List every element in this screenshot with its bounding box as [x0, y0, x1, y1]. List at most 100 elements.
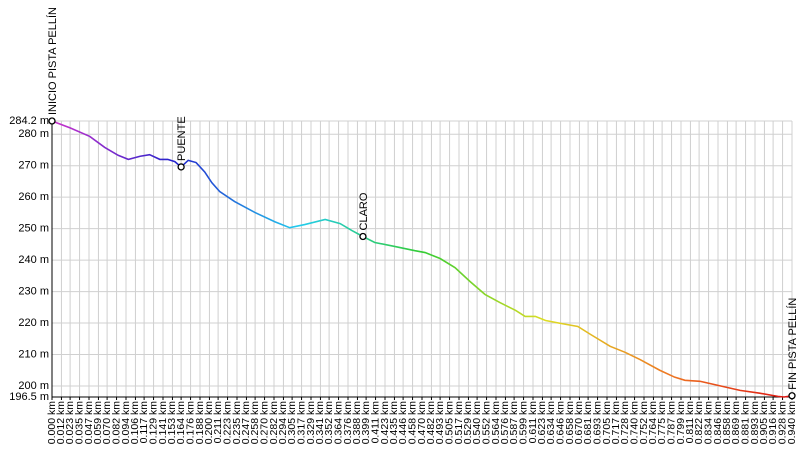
y-tick-label: 210 m [18, 348, 49, 360]
y-tick-label: 280 m [18, 128, 49, 140]
waypoint-label: INICIO PISTA PELLÍN [46, 7, 59, 115]
waypoint-marker [48, 117, 56, 125]
waypoint-marker [359, 232, 367, 241]
x-tick-label: 0.188 km [194, 401, 206, 444]
x-tick-label: 0.470 km [416, 401, 428, 444]
x-tick-label: 0.940 km [786, 401, 798, 444]
x-tick-label: 0.505 km [443, 401, 455, 444]
waypoint-marker [788, 392, 796, 400]
x-tick-label: 0.740 km [628, 401, 640, 444]
x-tick-label: 0.846 km [712, 401, 724, 444]
x-tick-label: 0.223 km [221, 401, 233, 444]
x-tick-label: 0.540 km [471, 401, 483, 444]
y-tick-label: 196.5 m [9, 391, 49, 403]
x-tick-label: 0.493 km [434, 401, 446, 444]
x-tick-label: 0.799 km [675, 401, 687, 444]
x-tick-label: 0.658 km [564, 401, 576, 444]
x-tick-label: 0.399 km [360, 401, 372, 444]
x-tick-label: 0.646 km [554, 401, 566, 444]
x-tick-label: 0.317 km [295, 401, 307, 444]
x-tick-label: 0.517 km [453, 401, 465, 444]
x-tick-label: 0.247 km [240, 401, 252, 444]
x-tick-label: 0.106 km [129, 401, 141, 444]
x-tick-label: 0.294 km [277, 401, 289, 444]
elevation-line [51, 120, 793, 398]
x-tick-label: 0.270 km [258, 401, 270, 444]
x-tick-label: 0.928 km [776, 401, 788, 444]
y-tick-label: 250 m [18, 223, 49, 235]
x-tick-label: 0.364 km [332, 401, 344, 444]
x-tick-label: 0.623 km [536, 401, 548, 444]
y-tick-label: 260 m [18, 191, 49, 203]
x-tick-label: 0.611 km [527, 401, 539, 444]
x-tick-label: 0.587 km [508, 401, 520, 444]
y-tick-label: 284.2 m [9, 115, 49, 127]
x-tick-label: 0.834 km [702, 401, 714, 444]
x-tick-label: 0.200 km [203, 401, 215, 444]
x-tick-label: 0.576 km [499, 401, 511, 444]
x-tick-label: 0.164 km [175, 401, 187, 444]
x-tick-label: 0.670 km [573, 401, 585, 444]
x-tick-label: 0.000 km [46, 401, 58, 444]
x-tick-label: 0.693 km [591, 401, 603, 444]
x-tick-label: 0.717 km [610, 401, 622, 444]
x-tick-label: 0.305 km [286, 401, 298, 444]
x-tick-label: 0.129 km [147, 401, 159, 444]
x-tick-label: 0.905 km [758, 401, 770, 444]
x-tick-label: 0.435 km [388, 401, 400, 444]
x-tick-label: 0.599 km [517, 401, 529, 444]
x-tick-label: 0.482 km [425, 401, 437, 444]
x-tick-label: 0.035 km [73, 401, 85, 444]
x-tick-label: 0.634 km [545, 401, 557, 444]
waypoint-label: PUENTE [176, 116, 188, 161]
y-tick-label: 240 m [18, 254, 49, 266]
waypoint-label: CLARO [358, 192, 370, 230]
x-tick-label: 0.552 km [480, 401, 492, 444]
x-tick-label: 0.012 km [55, 401, 67, 444]
x-tick-label: 0.881 km [739, 401, 751, 444]
x-tick-label: 0.869 km [730, 401, 742, 444]
x-tick-label: 0.211 km [212, 401, 224, 444]
x-tick-label: 0.822 km [693, 401, 705, 444]
x-tick-label: 0.047 km [83, 401, 95, 444]
x-tick-label: 0.153 km [166, 401, 178, 444]
y-tick-label: 220 m [18, 317, 49, 329]
x-tick-label: 0.529 km [462, 401, 474, 444]
x-tick-label: 0.916 km [767, 401, 779, 444]
waypoint-label: FIN PISTA PELLÍN [786, 298, 799, 390]
x-tick-label: 0.858 km [721, 401, 733, 444]
x-tick-label: 0.705 km [601, 401, 613, 444]
x-tick-label: 0.341 km [314, 401, 326, 444]
x-tick-label: 0.564 km [490, 401, 502, 444]
x-tick-label: 0.752 km [638, 401, 650, 444]
x-tick-label: 0.787 km [665, 401, 677, 444]
y-tick-label: 200 m [18, 380, 49, 392]
y-tick-label: 270 m [18, 160, 49, 172]
x-tick-label: 0.329 km [305, 401, 317, 444]
x-tick-label: 0.458 km [406, 401, 418, 444]
x-tick-label: 0.388 km [351, 401, 363, 444]
x-tick-label: 0.352 km [323, 401, 335, 444]
x-tick-label: 0.235 km [231, 401, 243, 444]
x-tick-label: 0.094 km [120, 401, 132, 444]
x-tick-label: 0.282 km [268, 401, 280, 444]
x-tick-label: 0.764 km [647, 401, 659, 444]
x-tick-label: 0.258 km [249, 401, 261, 444]
x-tick-label: 0.775 km [656, 401, 668, 444]
x-tick-label: 0.117 km [138, 401, 150, 444]
x-tick-label: 0.728 km [619, 401, 631, 444]
y-tick-label: 230 m [18, 285, 49, 297]
x-tick-label: 0.423 km [379, 401, 391, 444]
x-tick-label: 0.059 km [92, 401, 104, 444]
x-tick-label: 0.082 km [110, 401, 122, 444]
x-tick-label: 0.411 km [369, 401, 381, 444]
x-tick-label: 0.681 km [582, 401, 594, 444]
x-tick-label: 0.023 km [64, 401, 76, 444]
x-tick-label: 0.176 km [184, 401, 196, 444]
x-tick-label: 0.893 km [749, 401, 761, 444]
x-tick-label: 0.376 km [342, 401, 354, 444]
x-tick-label: 0.446 km [397, 401, 409, 444]
waypoint-marker [177, 163, 185, 171]
x-tick-label: 0.811 km [684, 401, 696, 444]
